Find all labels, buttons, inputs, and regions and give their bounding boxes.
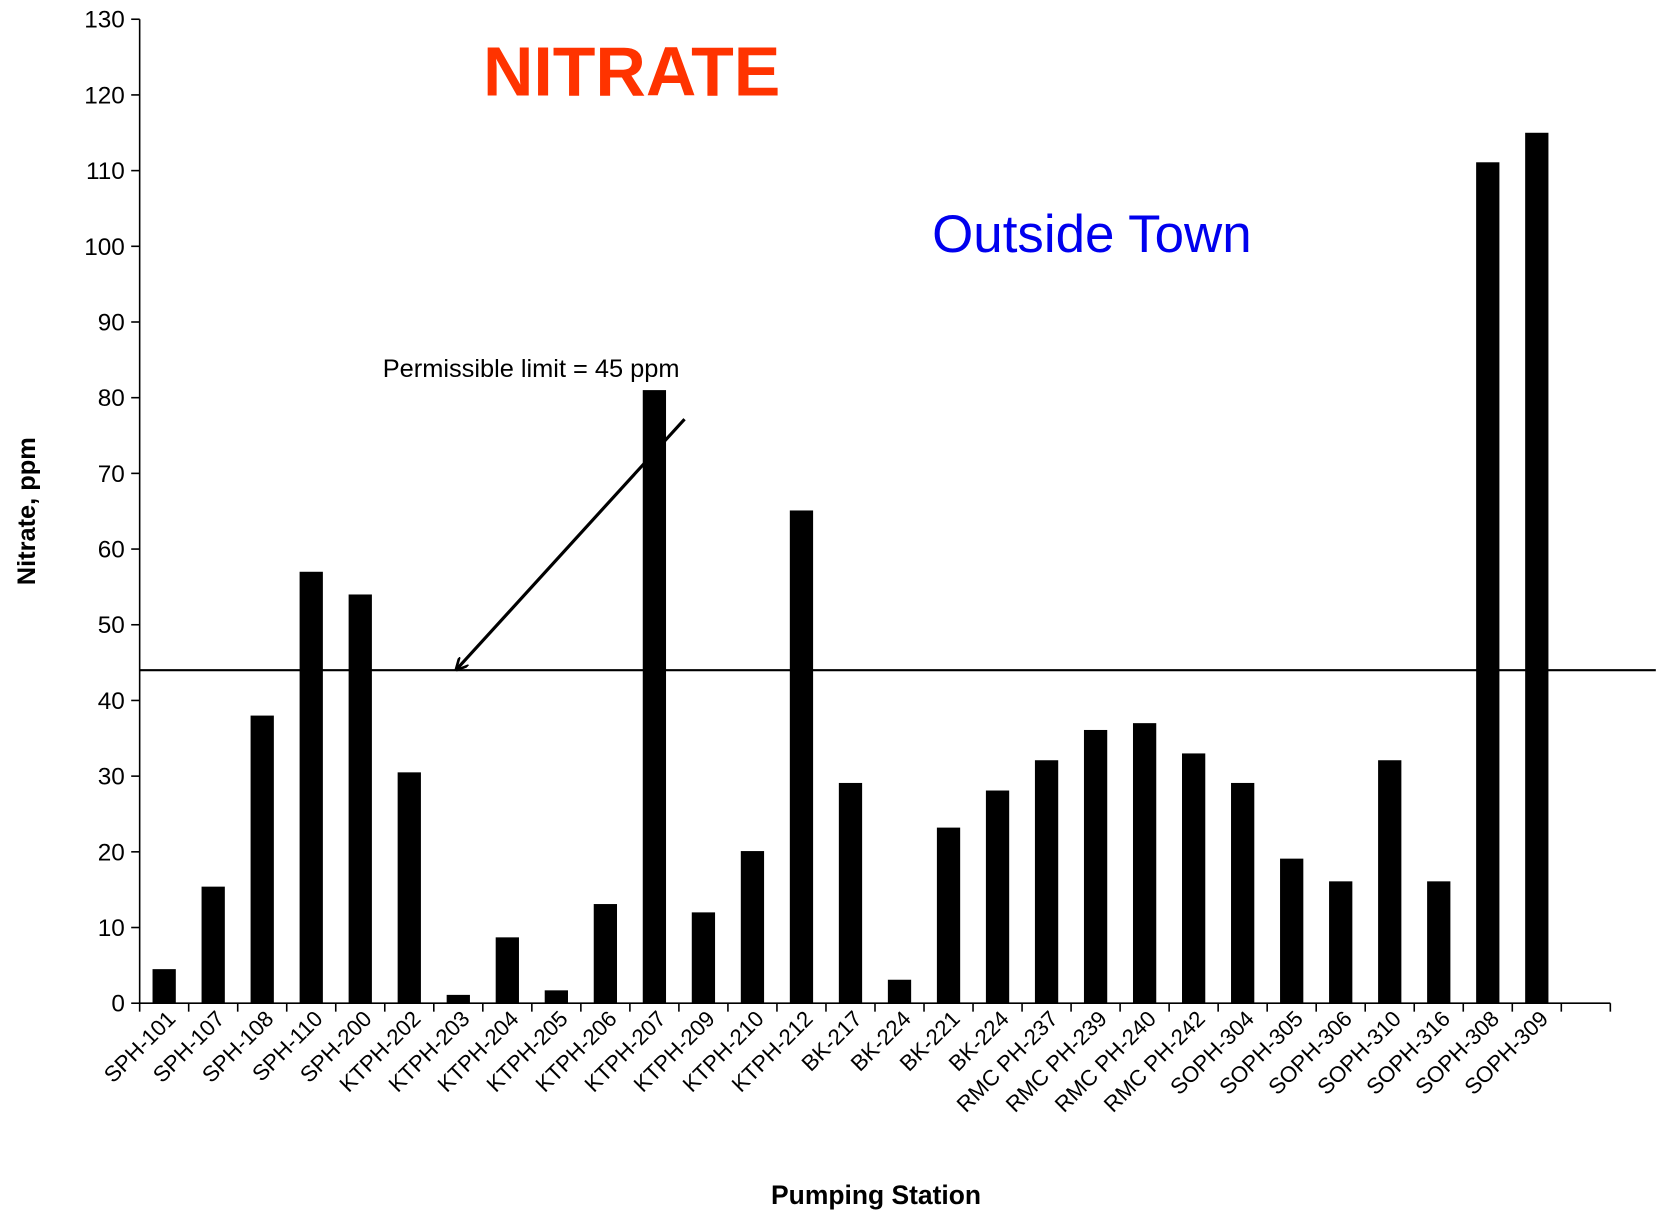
y-tick-label: 10 — [98, 915, 125, 942]
y-tick-label: 120 — [84, 82, 125, 109]
bar — [593, 904, 618, 1004]
bar — [397, 772, 421, 1004]
bar — [1525, 132, 1549, 1004]
bar — [691, 912, 716, 1004]
bar — [740, 851, 765, 1004]
bar — [1378, 760, 1402, 1004]
y-tick-label: 110 — [86, 158, 125, 185]
bar — [1231, 782, 1255, 1004]
y-tick-label: 130 — [84, 7, 125, 34]
bar — [985, 790, 1010, 1004]
x-axis-label: Pumping Station — [771, 1180, 981, 1210]
bar — [1280, 858, 1304, 1004]
y-tick-label: 20 — [98, 839, 125, 866]
y-tick-label: 90 — [98, 309, 125, 336]
y-tick-label: 60 — [98, 537, 125, 564]
bar — [495, 937, 519, 1004]
bar — [152, 969, 176, 1004]
bar — [1083, 729, 1108, 1004]
y-tick-label: 40 — [98, 688, 125, 715]
y-tick-label: 70 — [98, 461, 125, 488]
chart-title: NITRATE — [483, 32, 780, 110]
y-tick-label: 30 — [98, 764, 125, 791]
bar — [887, 979, 912, 1004]
y-tick-label: 100 — [84, 234, 125, 261]
bar — [1427, 881, 1451, 1004]
bar — [838, 782, 863, 1004]
bar — [1329, 881, 1353, 1004]
bar — [250, 715, 274, 1004]
y-tick-label: 0 — [111, 991, 125, 1018]
bar — [446, 994, 470, 1004]
bar — [1132, 723, 1157, 1004]
y-tick-label: 50 — [98, 612, 125, 639]
bar — [1034, 760, 1059, 1004]
bar — [642, 390, 667, 1004]
bar — [1476, 162, 1500, 1004]
bar — [201, 886, 225, 1004]
bar — [544, 990, 568, 1004]
limit-annotation: Permissible limit = 45 ppm — [383, 355, 680, 383]
y-axis-label: Nitrate, ppm — [13, 437, 41, 585]
bar — [1182, 753, 1206, 1004]
y-tick-label: 80 — [98, 385, 125, 412]
region-annotation: Outside Town — [932, 205, 1252, 264]
bar — [299, 571, 323, 1004]
bar — [936, 827, 961, 1004]
bar — [348, 594, 372, 1004]
bar — [789, 510, 814, 1004]
